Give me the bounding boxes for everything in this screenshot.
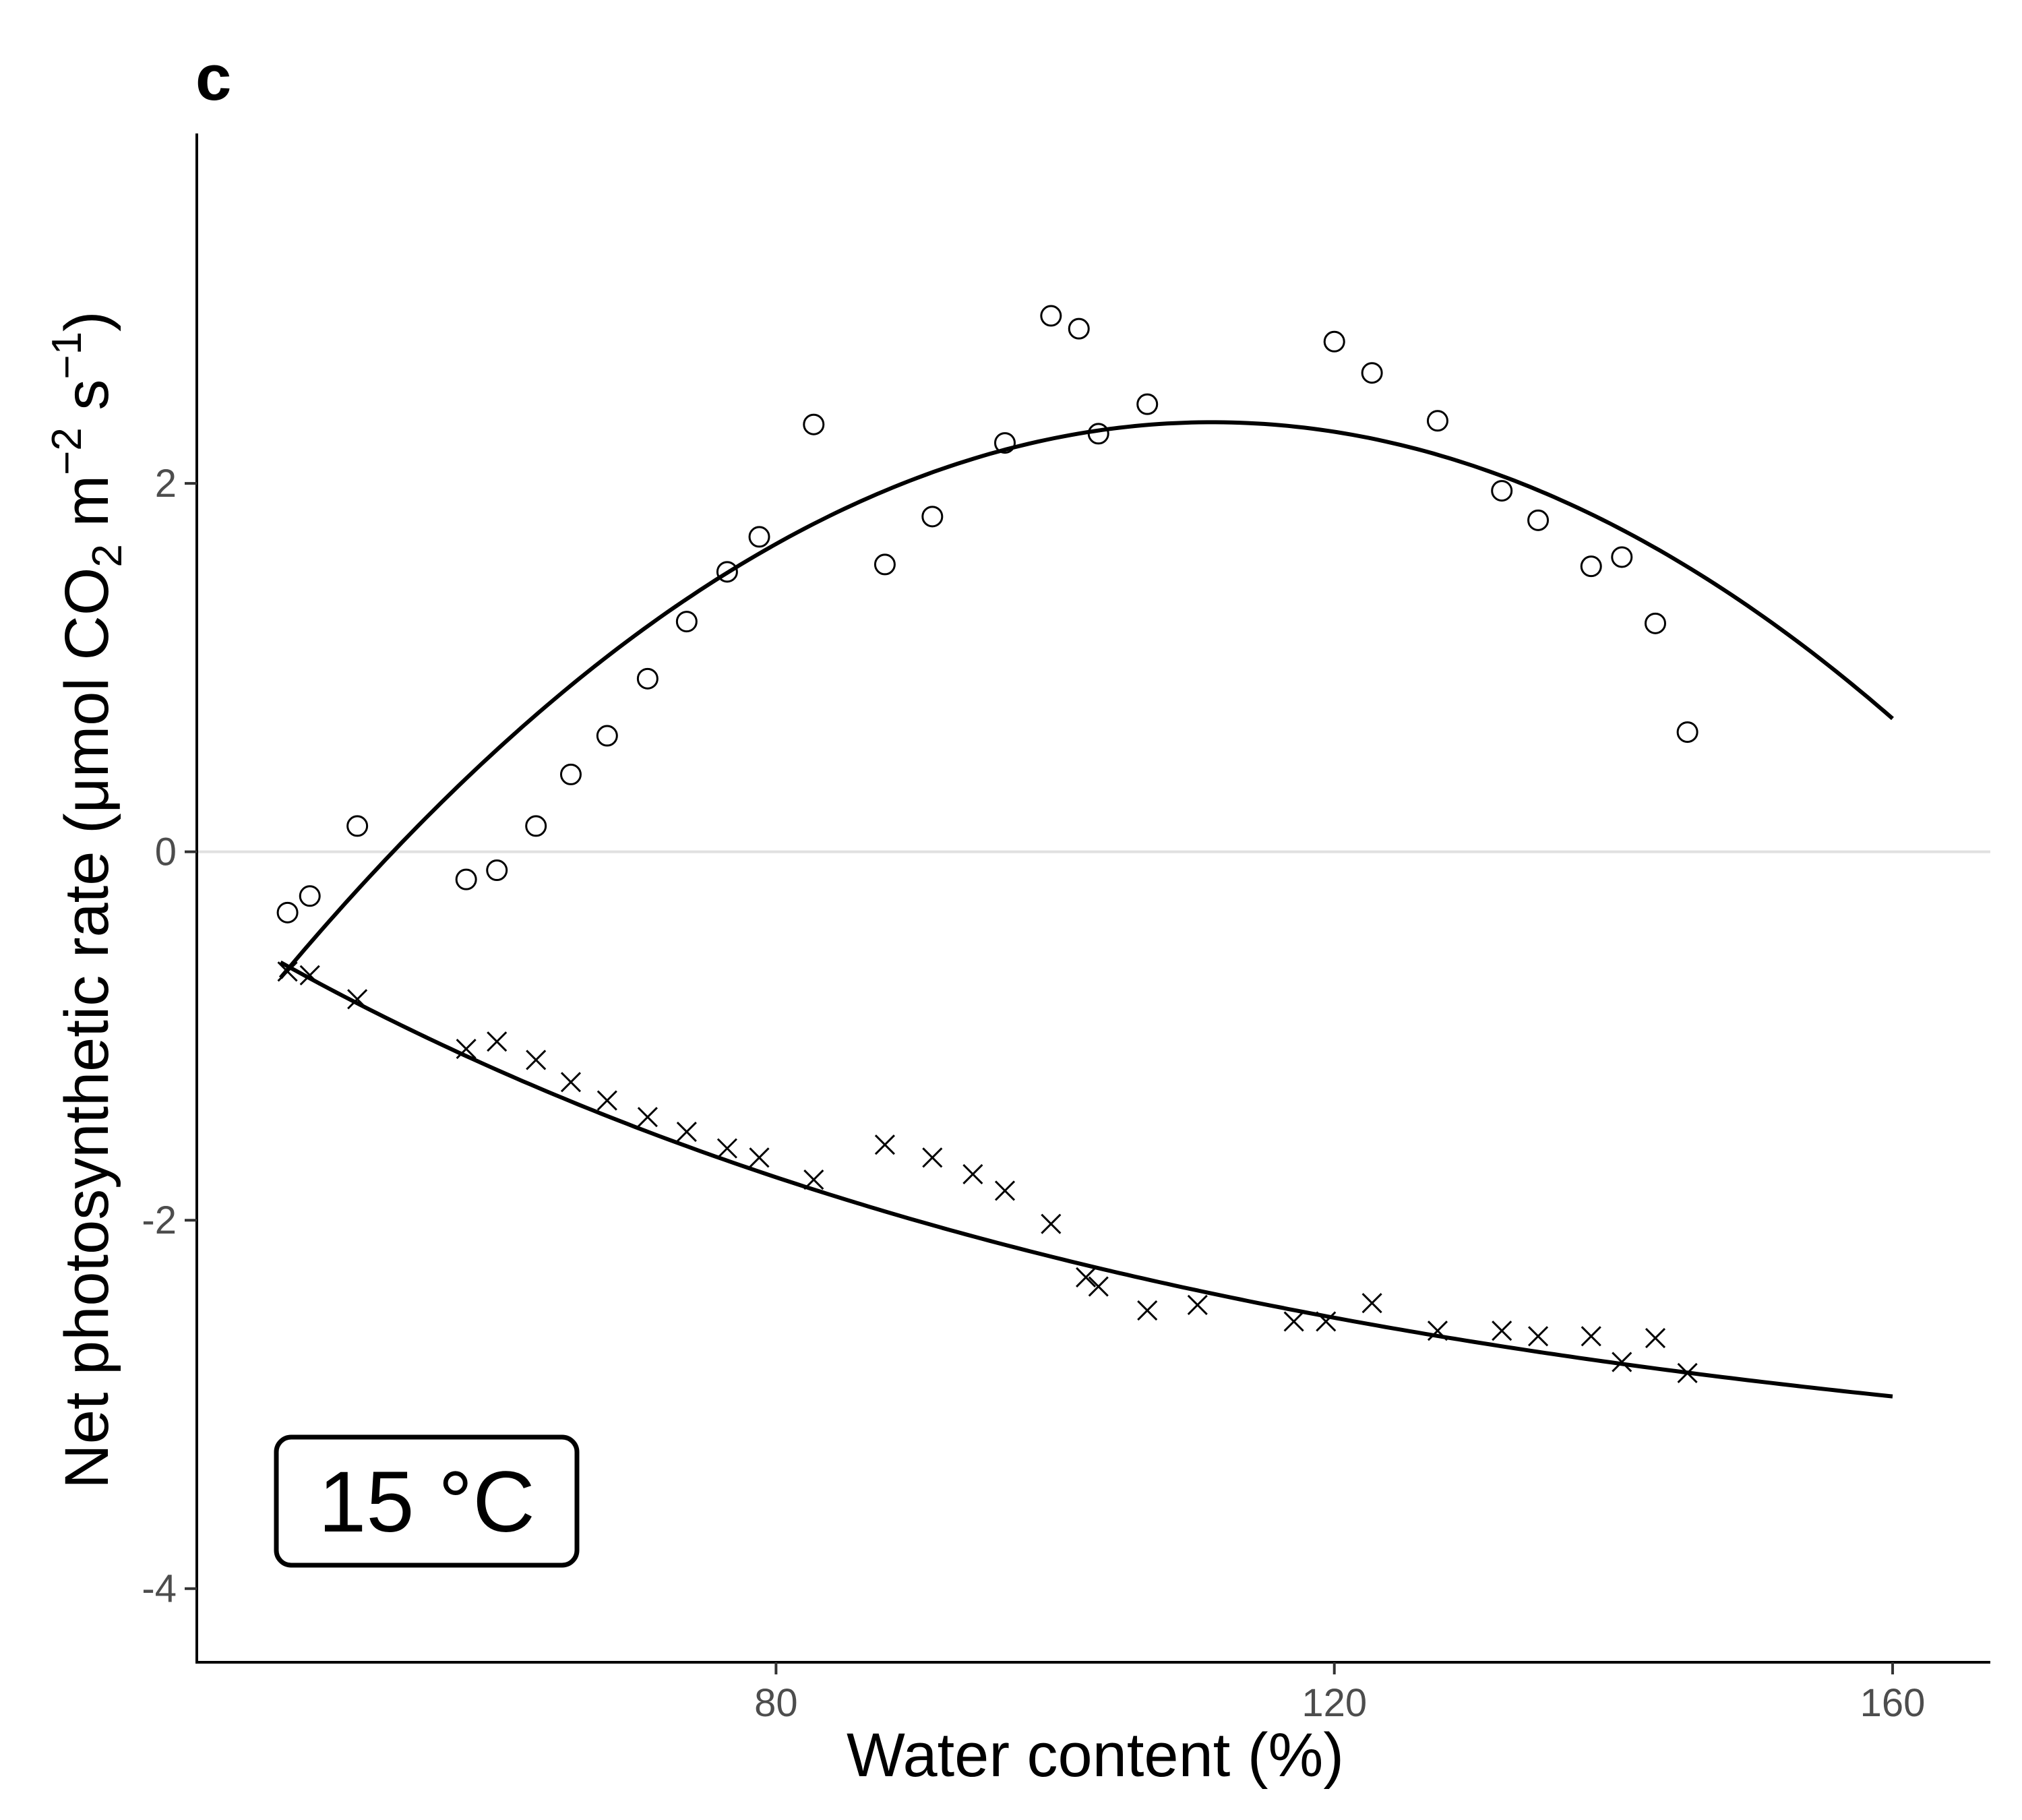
cross-point	[1492, 1321, 1512, 1341]
cross-point	[487, 1031, 508, 1052]
cross-point	[637, 1107, 658, 1128]
circle-point	[874, 553, 896, 576]
circle-point	[716, 561, 738, 583]
circle-point	[1676, 721, 1698, 744]
x-tick-label: 120	[1301, 1681, 1367, 1725]
cross-point	[1427, 1321, 1448, 1341]
fit-curve-2	[279, 960, 1893, 1399]
circle-point	[559, 763, 582, 785]
circle-point	[636, 667, 658, 690]
cross-point	[1316, 1311, 1337, 1332]
circle-point	[1323, 330, 1345, 353]
circle-point	[921, 506, 944, 528]
cross-point	[1612, 1352, 1632, 1372]
circle-point	[1136, 393, 1159, 415]
cross-point	[749, 1147, 770, 1168]
cross-point	[803, 1170, 824, 1190]
circle-point	[525, 815, 547, 837]
circle-point	[1611, 546, 1633, 568]
cross-point	[1041, 1213, 1062, 1234]
circle-point	[1527, 509, 1550, 531]
data-points	[276, 305, 1698, 1384]
cross-point	[1137, 1300, 1158, 1321]
axis-ticks: 80 120 160 -4 -2 0 2	[142, 462, 1925, 1725]
cross-point	[1677, 1362, 1698, 1384]
cross-point	[1527, 1326, 1549, 1347]
y-tick-label: 0	[155, 830, 177, 874]
circle-point	[1491, 480, 1513, 502]
circle-point	[675, 611, 698, 633]
circle-point	[1645, 612, 1667, 634]
circle-point	[299, 885, 321, 907]
fit-curve-1	[278, 420, 1894, 979]
cross-point	[962, 1163, 983, 1184]
cross-point	[1361, 1293, 1382, 1314]
temperature-label-text: 15 °C	[318, 1454, 535, 1550]
circle-point	[1040, 305, 1062, 327]
y-tick-label: -2	[142, 1199, 177, 1242]
circle-point	[276, 901, 299, 923]
x-axis-title: Water content (%)	[847, 1721, 1344, 1790]
cross-point	[1645, 1328, 1666, 1349]
panel-letter: c	[195, 42, 231, 114]
cross-point	[299, 965, 320, 985]
cross-point	[596, 1090, 617, 1111]
circle-point	[486, 859, 508, 882]
circle-point	[748, 526, 770, 548]
circle-point	[596, 725, 618, 747]
cross-point	[676, 1121, 697, 1143]
circle-point	[994, 432, 1016, 454]
circle-point	[455, 868, 477, 890]
cross-point	[874, 1134, 895, 1155]
cross-point	[526, 1050, 547, 1070]
cross-point	[277, 961, 298, 982]
circle-point	[1068, 317, 1090, 340]
cross-point	[456, 1039, 477, 1060]
temperature-label-box	[274, 1434, 580, 1568]
cross-point	[1187, 1294, 1208, 1315]
circle-point	[803, 413, 825, 435]
cross-point	[1283, 1311, 1304, 1332]
cross-point	[560, 1072, 582, 1093]
y-axis-title: Net photosynthetic rate (μmol CO2 m−2 s−…	[44, 311, 131, 1488]
circle-point	[1087, 423, 1109, 445]
cross-point	[1088, 1276, 1109, 1297]
fit-curves	[278, 420, 1894, 1399]
temperature-label: 15 °C	[274, 1434, 580, 1568]
cross-point	[1076, 1267, 1097, 1287]
y-tick-label: -4	[142, 1567, 177, 1611]
x-tick-label: 80	[754, 1681, 798, 1725]
cross-point	[1581, 1326, 1601, 1347]
circle-point	[1580, 555, 1602, 578]
cross-point	[347, 989, 368, 1010]
circle-point	[346, 815, 369, 837]
circle-point	[1426, 410, 1448, 432]
x-tick-label: 160	[1860, 1681, 1926, 1725]
cross-point	[716, 1138, 737, 1159]
y-tick-label: 2	[155, 462, 177, 506]
cross-point	[922, 1147, 943, 1168]
cross-point	[994, 1180, 1016, 1201]
circle-point	[1361, 362, 1383, 384]
